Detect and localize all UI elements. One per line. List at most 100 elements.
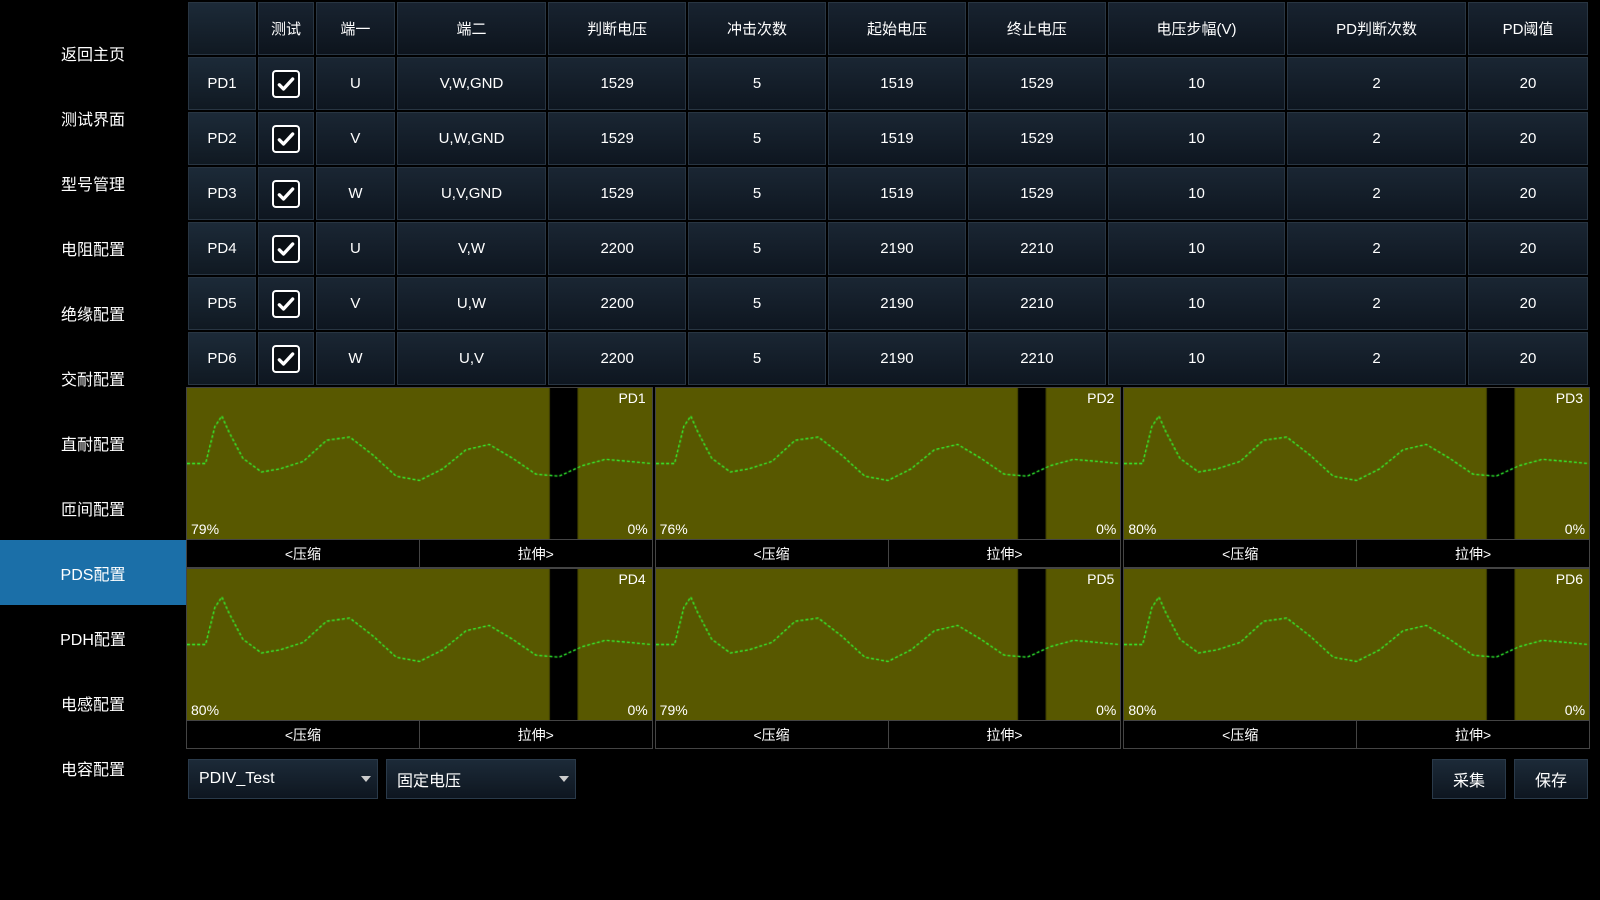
waveform-chart[interactable]: PD276%0%	[655, 387, 1122, 540]
start-voltage[interactable]: 2190	[828, 332, 966, 385]
waveform-chart[interactable]: PD179%0%	[186, 387, 653, 540]
start-voltage[interactable]: 1519	[828, 112, 966, 165]
sidebar-item-3[interactable]: 电阻配置	[0, 215, 186, 280]
pd-threshold[interactable]: 20	[1468, 277, 1588, 330]
start-voltage[interactable]: 1519	[828, 167, 966, 220]
judge-voltage[interactable]: 2200	[548, 277, 686, 330]
pd-judge-count[interactable]: 2	[1287, 57, 1466, 110]
compress-button[interactable]: <压缩	[656, 721, 889, 748]
sidebar-item-8[interactable]: PDS配置	[0, 540, 186, 605]
impulse-count[interactable]: 5	[688, 112, 826, 165]
sidebar-item-10[interactable]: 电感配置	[0, 670, 186, 735]
stretch-button[interactable]: 拉伸>	[420, 540, 652, 567]
compress-button[interactable]: <压缩	[1124, 540, 1357, 567]
stretch-button[interactable]: 拉伸>	[1357, 721, 1589, 748]
test-checkbox[interactable]	[258, 112, 314, 165]
sidebar-item-0[interactable]: 返回主页	[0, 20, 186, 85]
judge-voltage[interactable]: 1529	[548, 112, 686, 165]
table-header-3: 判断电压	[548, 2, 686, 55]
judge-voltage[interactable]: 2200	[548, 332, 686, 385]
save-button[interactable]: 保存	[1514, 759, 1588, 799]
stretch-button[interactable]: 拉伸>	[1357, 540, 1589, 567]
zoom-controls: <压缩拉伸>	[186, 721, 653, 749]
sidebar-item-1[interactable]: 测试界面	[0, 85, 186, 150]
collect-button[interactable]: 采集	[1432, 759, 1506, 799]
compress-button[interactable]: <压缩	[656, 540, 889, 567]
terminal-1[interactable]: W	[316, 167, 395, 220]
terminal-2[interactable]: V,W,GND	[397, 57, 546, 110]
start-voltage[interactable]: 1519	[828, 57, 966, 110]
compress-button[interactable]: <压缩	[1124, 721, 1357, 748]
end-voltage[interactable]: 1529	[968, 112, 1106, 165]
voltage-step[interactable]: 10	[1108, 222, 1285, 275]
waveform-chart[interactable]: PD579%0%	[655, 568, 1122, 721]
pd-judge-count[interactable]: 2	[1287, 222, 1466, 275]
stretch-button[interactable]: 拉伸>	[889, 721, 1121, 748]
terminal-2[interactable]: U,W	[397, 277, 546, 330]
terminal-1[interactable]: V	[316, 112, 395, 165]
sidebar-item-11[interactable]: 电容配置	[0, 735, 186, 800]
voltage-mode-select[interactable]: 固定电压	[386, 759, 576, 799]
sidebar-item-5[interactable]: 交耐配置	[0, 345, 186, 410]
test-checkbox[interactable]	[258, 332, 314, 385]
test-checkbox[interactable]	[258, 57, 314, 110]
terminal-1[interactable]: W	[316, 332, 395, 385]
terminal-2[interactable]: U,W,GND	[397, 112, 546, 165]
pd-judge-count[interactable]: 2	[1287, 167, 1466, 220]
impulse-count[interactable]: 5	[688, 222, 826, 275]
pd-threshold[interactable]: 20	[1468, 332, 1588, 385]
pd-threshold[interactable]: 20	[1468, 57, 1588, 110]
pd-threshold[interactable]: 20	[1468, 222, 1588, 275]
stretch-button[interactable]: 拉伸>	[889, 540, 1121, 567]
voltage-step[interactable]: 10	[1108, 167, 1285, 220]
voltage-step[interactable]: 10	[1108, 277, 1285, 330]
compress-button[interactable]: <压缩	[187, 540, 420, 567]
judge-voltage[interactable]: 1529	[548, 167, 686, 220]
start-voltage[interactable]: 2190	[828, 277, 966, 330]
end-voltage[interactable]: 2210	[968, 332, 1106, 385]
waveform-chart[interactable]: PD680%0%	[1123, 568, 1590, 721]
compress-button[interactable]: <压缩	[187, 721, 420, 748]
sidebar-item-6[interactable]: 直耐配置	[0, 410, 186, 475]
table-header-0: 测试	[258, 2, 314, 55]
terminal-1[interactable]: U	[316, 57, 395, 110]
pd-judge-count[interactable]: 2	[1287, 277, 1466, 330]
sidebar-item-2[interactable]: 型号管理	[0, 150, 186, 215]
terminal-2[interactable]: U,V,GND	[397, 167, 546, 220]
row-id: PD1	[188, 57, 256, 110]
terminal-1[interactable]: U	[316, 222, 395, 275]
waveform-chart[interactable]: PD480%0%	[186, 568, 653, 721]
voltage-step[interactable]: 10	[1108, 57, 1285, 110]
impulse-count[interactable]: 5	[688, 332, 826, 385]
chart-panel-PD4: PD480%0%<压缩拉伸>	[186, 568, 653, 749]
pd-threshold[interactable]: 20	[1468, 112, 1588, 165]
voltage-step[interactable]: 10	[1108, 332, 1285, 385]
end-voltage[interactable]: 1529	[968, 57, 1106, 110]
waveform-chart[interactable]: PD380%0%	[1123, 387, 1590, 540]
test-checkbox[interactable]	[258, 222, 314, 275]
start-voltage[interactable]: 2190	[828, 222, 966, 275]
test-name-select[interactable]: PDIV_Test	[188, 759, 378, 799]
end-voltage[interactable]: 2210	[968, 222, 1106, 275]
terminal-1[interactable]: V	[316, 277, 395, 330]
judge-voltage[interactable]: 2200	[548, 222, 686, 275]
test-checkbox[interactable]	[258, 167, 314, 220]
sidebar-item-4[interactable]: 绝缘配置	[0, 280, 186, 345]
terminal-2[interactable]: U,V	[397, 332, 546, 385]
test-checkbox[interactable]	[258, 277, 314, 330]
terminal-2[interactable]: V,W	[397, 222, 546, 275]
sidebar-item-9[interactable]: PDH配置	[0, 605, 186, 670]
pd-judge-count[interactable]: 2	[1287, 332, 1466, 385]
chart-pct-right: 0%	[1096, 521, 1116, 537]
voltage-step[interactable]: 10	[1108, 112, 1285, 165]
stretch-button[interactable]: 拉伸>	[420, 721, 652, 748]
pd-threshold[interactable]: 20	[1468, 167, 1588, 220]
impulse-count[interactable]: 5	[688, 167, 826, 220]
impulse-count[interactable]: 5	[688, 277, 826, 330]
end-voltage[interactable]: 2210	[968, 277, 1106, 330]
sidebar-item-7[interactable]: 匝间配置	[0, 475, 186, 540]
end-voltage[interactable]: 1529	[968, 167, 1106, 220]
judge-voltage[interactable]: 1529	[548, 57, 686, 110]
pd-judge-count[interactable]: 2	[1287, 112, 1466, 165]
impulse-count[interactable]: 5	[688, 57, 826, 110]
